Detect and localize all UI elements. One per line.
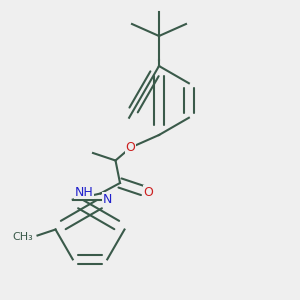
Text: O: O <box>126 141 135 154</box>
Text: N: N <box>103 193 112 206</box>
Text: O: O <box>144 185 153 199</box>
Text: NH: NH <box>74 185 93 199</box>
Text: CH₃: CH₃ <box>12 232 33 242</box>
